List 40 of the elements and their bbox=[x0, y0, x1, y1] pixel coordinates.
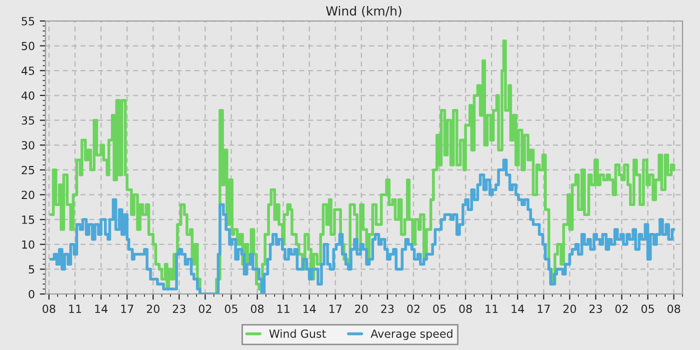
x-tick-label: 14 bbox=[512, 304, 524, 313]
x-tick-label: 20 bbox=[355, 304, 368, 314]
x-tick-label: 11 bbox=[69, 304, 82, 313]
y-tick-label: 0 bbox=[28, 290, 34, 298]
y-tick-label: 5 bbox=[28, 265, 34, 274]
x-tick-label: 08 bbox=[459, 304, 472, 314]
y-tick-label: 20 bbox=[22, 190, 34, 200]
y-tick-label: 50 bbox=[22, 42, 34, 50]
x-tick-label: 20 bbox=[146, 304, 160, 314]
x-tick-label: 17 bbox=[538, 304, 550, 313]
x-tick-label: 08 bbox=[667, 304, 680, 314]
x-tick-label: 11 bbox=[486, 304, 498, 313]
x-tick-label: 17 bbox=[330, 304, 342, 313]
x-tick-label: 23 bbox=[589, 304, 602, 314]
x-tick-label: 17 bbox=[121, 304, 134, 313]
y-tick-label: 25 bbox=[22, 166, 34, 174]
y-tick-label: 45 bbox=[21, 66, 34, 76]
x-tick-label: 05 bbox=[224, 304, 238, 314]
y-tick-label: 30 bbox=[22, 141, 34, 150]
x-tick-label: 14 bbox=[95, 304, 108, 313]
y-tick-label: 40 bbox=[21, 91, 34, 100]
y-tick-label: 15 bbox=[22, 216, 34, 224]
y-tick-label: 10 bbox=[22, 240, 34, 249]
legend-label: Average speed bbox=[370, 329, 452, 340]
x-tick-label: 02 bbox=[198, 304, 212, 314]
legend-label: Wind Gust bbox=[269, 329, 326, 338]
x-tick-label: 11 bbox=[277, 304, 290, 313]
x-tick-label: 23 bbox=[172, 304, 186, 314]
x-tick-label: 05 bbox=[641, 304, 654, 314]
y-tick-label: 55 bbox=[22, 17, 34, 26]
x-tick-label: 05 bbox=[433, 304, 446, 314]
x-tick-label: 02 bbox=[615, 304, 628, 314]
x-tick-label: 08 bbox=[250, 304, 264, 314]
x-tick-label: 08 bbox=[42, 304, 56, 314]
x-tick-label: 20 bbox=[563, 304, 576, 314]
x-tick-label: 23 bbox=[381, 304, 394, 314]
x-tick-label: 14 bbox=[303, 304, 316, 313]
chart-title: Wind (km/h) bbox=[326, 6, 402, 18]
x-tick-label: 02 bbox=[407, 304, 420, 314]
y-tick-label: 35 bbox=[22, 116, 34, 125]
